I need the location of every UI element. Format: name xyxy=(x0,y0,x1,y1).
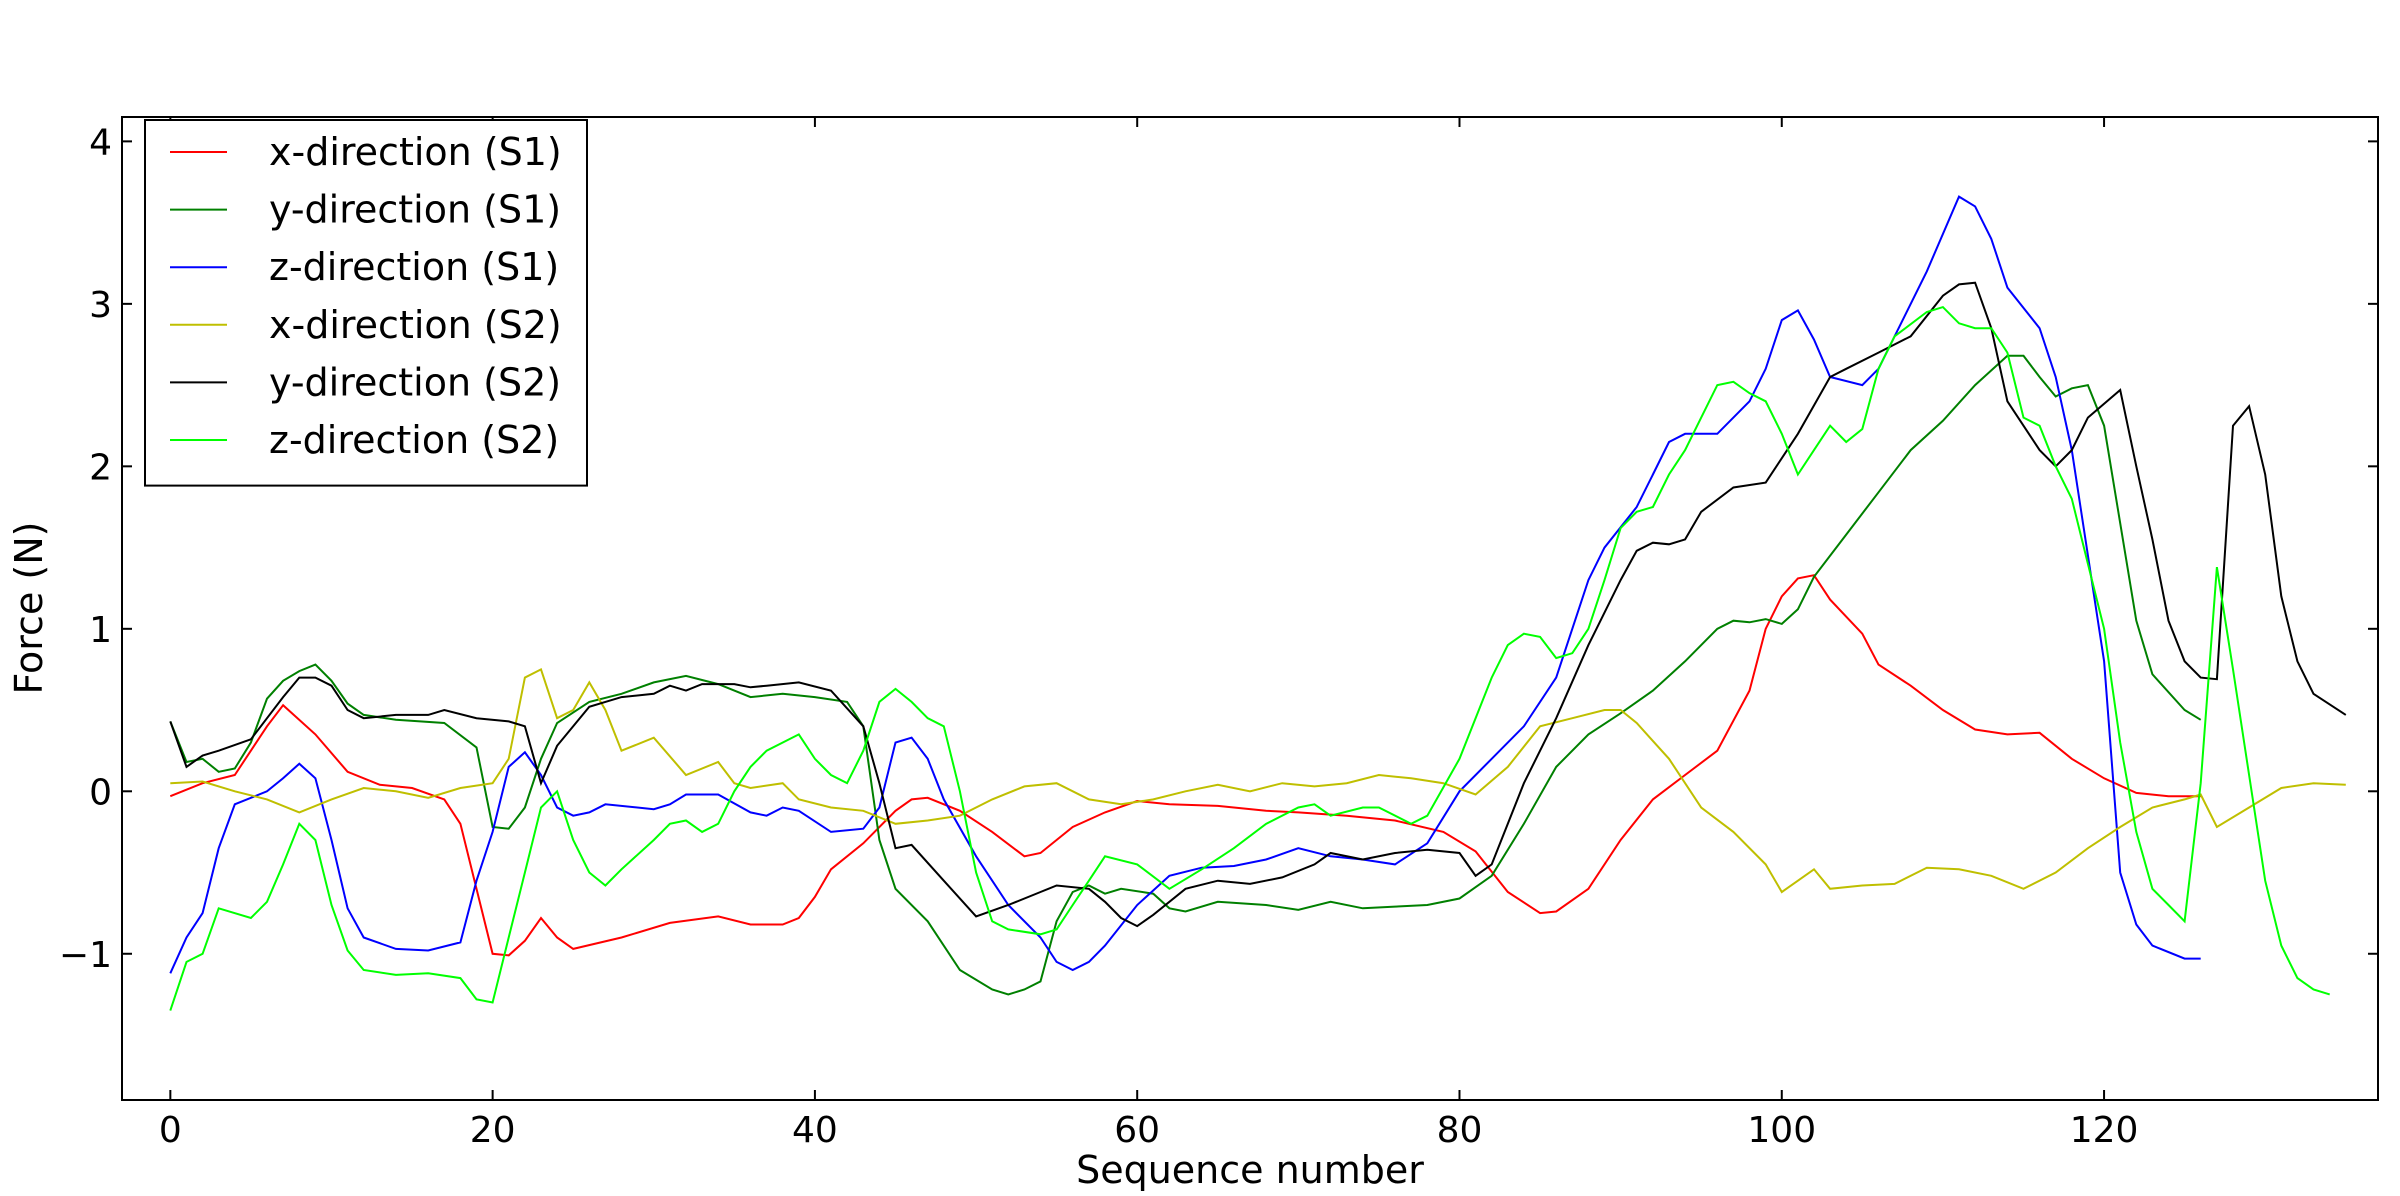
x-tick-label: 0 xyxy=(159,1110,182,1151)
legend-label: x-direction (S2) xyxy=(269,303,562,347)
y-tick-label: 0 xyxy=(89,772,112,813)
y-tick-label: 4 xyxy=(89,122,112,163)
series-line-x-direction-s2 xyxy=(170,667,2346,894)
series-line-y-direction-s1 xyxy=(169,354,2202,996)
y-tick-label: 3 xyxy=(89,285,112,326)
x-axis-title: Sequence number xyxy=(1076,1148,1424,1192)
legend-box xyxy=(144,119,588,487)
x-tick-label: 80 xyxy=(1437,1110,1483,1151)
y-tick-label: 2 xyxy=(89,447,112,488)
y-tick-label: 1 xyxy=(89,610,112,651)
legend-label: z-direction (S2) xyxy=(269,418,559,462)
x-tick-label: 60 xyxy=(1114,1110,1160,1151)
series-line-x-direction-s1 xyxy=(169,574,2201,957)
legend: x-direction (S1) y-direction (S1) z-direct… xyxy=(144,119,588,487)
y-tick-label: −1 xyxy=(59,935,112,976)
x-tick-label: 20 xyxy=(470,1110,516,1151)
x-tick-label: 100 xyxy=(1747,1110,1816,1151)
series-lines xyxy=(169,195,2347,1011)
axis-ticks: 0 20 40 60 80 100 120 −1 0 1 2 3 4 xyxy=(59,117,2378,1151)
legend-label: x-direction (S1) xyxy=(269,130,562,174)
x-tick-label: 40 xyxy=(792,1110,838,1151)
y-axis-title: Force (N) xyxy=(7,522,51,695)
legend-label: y-direction (S2) xyxy=(269,360,561,404)
series-line-z-direction-s2 xyxy=(169,305,2330,1011)
legend-label: y-direction (S1) xyxy=(269,188,561,232)
legend-label: z-direction (S1) xyxy=(269,245,559,289)
x-tick-label: 120 xyxy=(2070,1110,2139,1151)
